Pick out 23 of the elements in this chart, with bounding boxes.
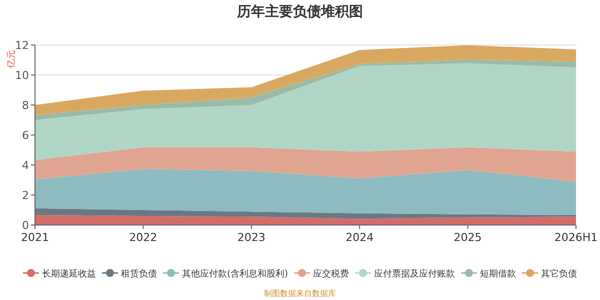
text: 制图数据来自数据库 xyxy=(264,289,336,298)
y-tick-label: 8 xyxy=(22,99,29,112)
x-tick-label: 2025 xyxy=(454,231,482,244)
y-tick-label: 12 xyxy=(15,39,29,52)
y-tick-label: 2 xyxy=(22,189,29,202)
legend-label: 其它负债 xyxy=(541,268,578,280)
y-tick-label: 0 xyxy=(22,219,29,232)
legend-label: 短期借款 xyxy=(480,268,516,280)
legend-label: 应交税费 xyxy=(313,268,350,280)
x-tick-label: 2023 xyxy=(237,231,266,244)
x-tick-label: 2024 xyxy=(346,231,374,244)
x-tick-label: 2026H1 xyxy=(554,231,598,244)
y-tick-label: 4 xyxy=(22,159,29,172)
x-tick-label: 2021 xyxy=(21,231,49,244)
legend-label: 租赁负债 xyxy=(120,268,157,280)
chart-title: 历年主要负债堆积图 xyxy=(236,3,363,20)
y-tick-label: 6 xyxy=(22,129,29,142)
legend-label: 其他应付款(含利息和股利) xyxy=(182,268,288,280)
y-tick-label: 10 xyxy=(15,69,29,82)
y-axis-title: 亿元 xyxy=(6,50,17,69)
legend-label: 应付票据及应付账款 xyxy=(374,268,456,280)
x-tick-label: 2022 xyxy=(129,231,158,244)
legend-label: 长期递延收益 xyxy=(42,268,96,280)
